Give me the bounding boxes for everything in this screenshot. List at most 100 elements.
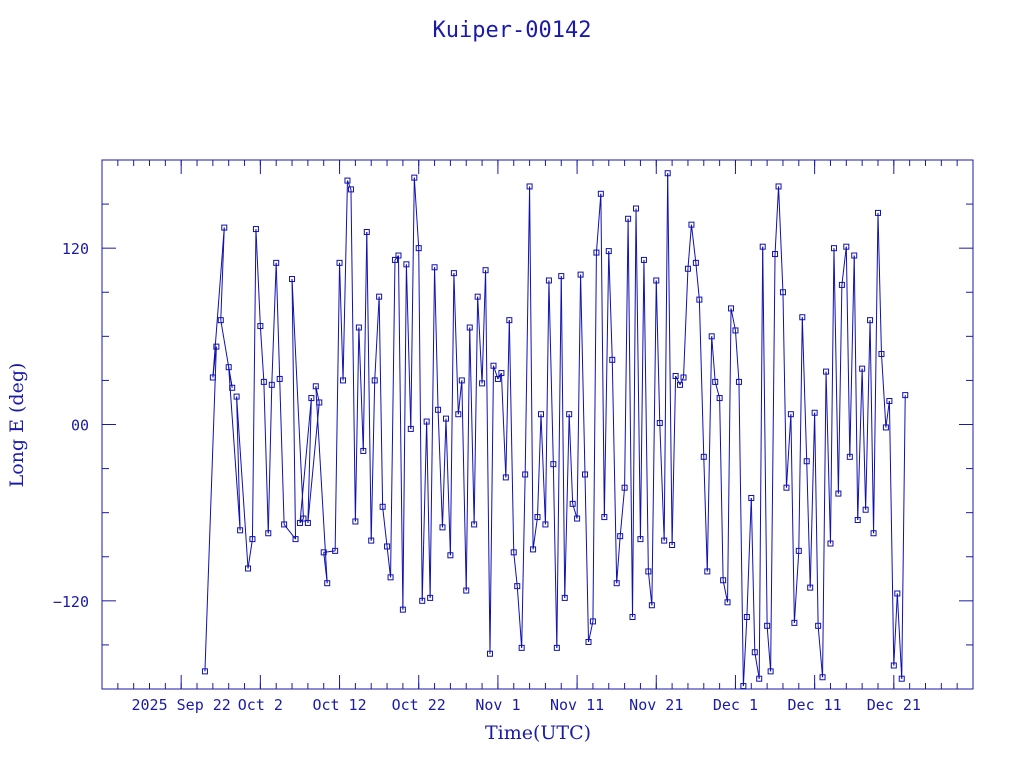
series-segment [793, 550, 800, 623]
series-segment [441, 418, 447, 528]
data-point [292, 536, 299, 543]
series-segment [655, 280, 661, 424]
data-point [661, 537, 668, 544]
series-segment [291, 279, 297, 540]
series-segment [397, 255, 404, 610]
series-segment [461, 380, 467, 591]
data-point [371, 377, 378, 384]
data-point [601, 514, 608, 521]
series-segment [437, 409, 443, 528]
data-point [878, 350, 885, 357]
series-segment [259, 326, 265, 382]
series-segment [782, 292, 787, 488]
series-segment [703, 456, 708, 572]
data-point [510, 549, 517, 556]
data-point [387, 574, 394, 581]
series-segment [770, 254, 776, 672]
series-segment [841, 246, 847, 285]
series-markers [201, 170, 909, 690]
series-segment [544, 280, 550, 525]
series-segment [785, 414, 792, 488]
x-tick-label: Oct 12 [312, 696, 366, 714]
data-point [732, 327, 739, 334]
series-segment [809, 412, 816, 588]
series-segment [798, 317, 803, 551]
series-segment [267, 384, 273, 534]
data-point [276, 375, 283, 382]
series-segment [291, 279, 304, 519]
series-segment [449, 273, 455, 556]
data-point [898, 675, 905, 682]
data-point [854, 517, 861, 524]
series-segment [263, 381, 269, 534]
series-segment [885, 400, 890, 428]
series-segment [279, 378, 285, 525]
data-point [724, 599, 731, 606]
series-segment [778, 186, 784, 293]
data-point [811, 409, 818, 416]
series-segment [516, 586, 523, 648]
data-point [486, 650, 493, 657]
data-point [609, 356, 616, 363]
x-tick-label: Nov 1 [475, 696, 520, 714]
series-segment [584, 474, 590, 642]
data-point [799, 314, 806, 321]
data-point [431, 264, 438, 271]
chart-title: Kuiper-00142 [433, 18, 592, 43]
data-point [819, 674, 826, 681]
series-segment [315, 386, 328, 584]
data-point [748, 494, 755, 501]
series-segment [663, 173, 669, 541]
series-segment [378, 296, 384, 507]
series-segment [603, 251, 610, 518]
data-point [558, 273, 565, 280]
series-segment [877, 212, 882, 354]
series-segment [568, 414, 574, 504]
data-point [237, 527, 244, 534]
data-point [257, 323, 264, 330]
data-point [355, 324, 362, 331]
data-point [787, 411, 794, 418]
series-segment [537, 414, 542, 518]
data-point [376, 293, 383, 300]
data-point [870, 530, 877, 537]
data-point [352, 518, 359, 525]
series-segment [719, 398, 724, 581]
series-segment [564, 414, 570, 598]
data-point [637, 536, 644, 543]
data-point [617, 533, 624, 540]
data-point [894, 590, 901, 597]
data-point [688, 221, 695, 228]
series-segment [766, 625, 772, 672]
data-point [530, 546, 537, 553]
data-point [851, 252, 858, 259]
x-tick-label: Nov 21 [629, 696, 683, 714]
y-axis-label: Long E (deg) [6, 363, 28, 488]
data-point [672, 373, 679, 380]
series-segment [481, 270, 487, 384]
data-point [391, 256, 398, 263]
data-point [450, 270, 457, 277]
data-point [728, 305, 735, 312]
data-point [399, 606, 406, 613]
data-point [582, 471, 589, 478]
data-point [653, 277, 660, 284]
data-point [545, 277, 552, 284]
data-point [304, 519, 311, 526]
series-segment [307, 402, 320, 523]
series-segment [639, 259, 645, 540]
series-segment [323, 550, 336, 553]
data-point [502, 474, 509, 481]
data-point [209, 374, 216, 381]
series-segment [429, 267, 436, 598]
series-segment [619, 487, 626, 537]
series-segment [362, 231, 368, 451]
series-segment [687, 224, 692, 269]
data-point [553, 644, 560, 651]
series-segment [346, 180, 352, 190]
series-segment [814, 412, 819, 626]
series-segment [643, 259, 649, 572]
series-segment [616, 536, 621, 584]
series-segment [251, 229, 257, 540]
